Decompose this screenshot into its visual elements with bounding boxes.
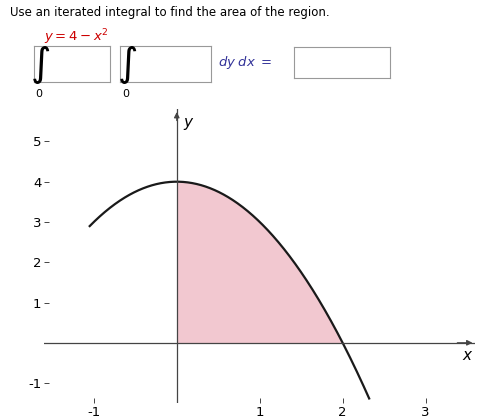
Text: $\int$: $\int$: [117, 44, 137, 86]
Text: $\int$: $\int$: [30, 44, 50, 86]
Text: $0$: $0$: [122, 87, 130, 99]
Text: $y = 4 - x^2$: $y = 4 - x^2$: [44, 27, 109, 47]
Text: y: y: [183, 115, 193, 130]
Text: x: x: [462, 348, 471, 362]
Text: Use an iterated integral to find the area of the region.: Use an iterated integral to find the are…: [10, 6, 329, 19]
Text: $0$: $0$: [35, 87, 44, 99]
Text: $dy\;dx\;=$: $dy\;dx\;=$: [218, 54, 272, 71]
